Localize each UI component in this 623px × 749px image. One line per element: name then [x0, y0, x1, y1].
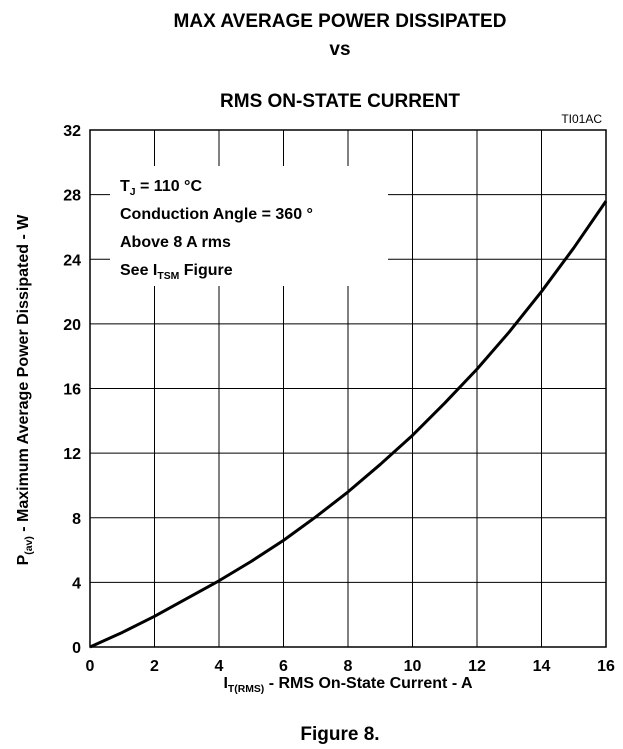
y-axis-label: P(av) - Maximum Average Power Dissipated…	[15, 214, 35, 566]
y-tick-label: 4	[72, 575, 81, 592]
x-axis-label-part: I	[223, 675, 227, 692]
y-axis-label-part: P	[15, 554, 32, 565]
y-tick-label: 12	[63, 446, 81, 463]
y-tick-label: 24	[63, 252, 81, 269]
annotation-part: Above 8 A rms	[120, 234, 231, 251]
annotation-box	[110, 166, 388, 286]
y-tick-label: 8	[72, 511, 81, 528]
annotation: TJ = 110 °C	[120, 178, 202, 198]
annotation-part: See I	[120, 262, 157, 279]
y-axis-label-subscript: (av)	[24, 536, 35, 554]
x-tick-label: 4	[215, 658, 224, 675]
x-axis-label-part: - RMS On-State Current - A	[264, 675, 473, 692]
y-tick-label: 28	[63, 188, 81, 205]
chart-title: vs	[329, 39, 350, 60]
chart-title: RMS ON-STATE CURRENT	[220, 91, 460, 112]
annotation-part: = 110 °C	[136, 178, 203, 195]
figure-code: TI01AC	[561, 112, 602, 126]
x-axis-label-subscript: T(RMS)	[228, 684, 264, 695]
annotation: See ITSM Figure	[120, 262, 233, 282]
x-tick-label: 16	[597, 658, 615, 675]
annotation-subscript: TSM	[157, 271, 179, 282]
x-axis-label: IT(RMS) - RMS On-State Current - A	[223, 675, 473, 695]
annotation-part: Figure	[179, 262, 232, 279]
x-tick-label: 8	[344, 658, 353, 675]
x-tick-label: 6	[279, 658, 288, 675]
x-tick-label: 2	[150, 658, 159, 675]
x-tick-label: 14	[533, 658, 551, 675]
y-tick-label: 16	[63, 382, 81, 399]
x-tick-label: 0	[86, 658, 95, 675]
data-line	[89, 200, 608, 649]
annotation: Conduction Angle = 360 °	[120, 206, 313, 223]
caption: Figure 8.	[300, 724, 379, 745]
y-tick-label: 20	[63, 317, 81, 334]
chart-title: MAX AVERAGE POWER DISSIPATED	[174, 11, 507, 32]
annotation-part: Conduction Angle = 360 °	[120, 206, 313, 223]
annotation-subscript: J	[130, 187, 136, 198]
x-tick-label: 12	[468, 658, 486, 675]
plot-border	[89, 129, 607, 648]
x-tick-label: 10	[404, 658, 422, 675]
y-tick-label: 0	[72, 640, 81, 657]
y-tick-label: 32	[63, 123, 81, 140]
annotation-part: T	[120, 178, 130, 195]
annotation: Above 8 A rms	[120, 234, 231, 251]
y-axis-label-part: - Maximum Average Power Dissipated - W	[15, 214, 32, 536]
